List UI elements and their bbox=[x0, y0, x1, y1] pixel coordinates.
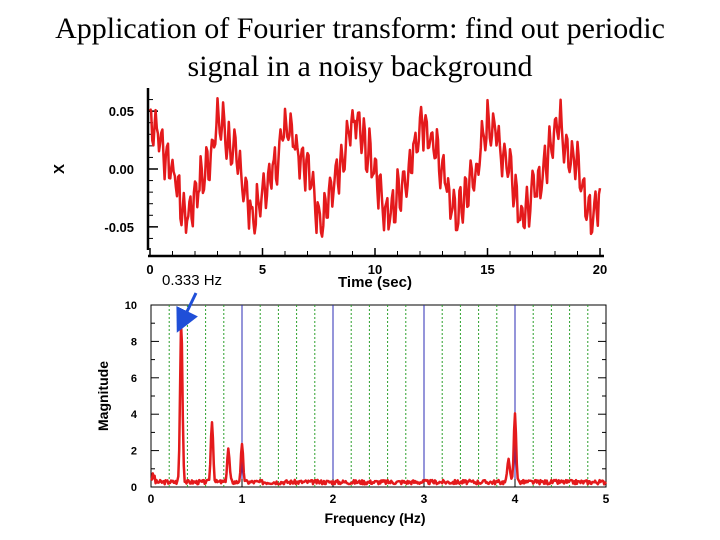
x-tick-label: 5 bbox=[603, 492, 610, 506]
y-tick-label: 0.00 bbox=[109, 162, 134, 177]
x-tick-label: 1 bbox=[239, 492, 246, 506]
x-tick-label: 5 bbox=[259, 262, 266, 277]
y-tick-label: 0 bbox=[131, 482, 137, 494]
page-title: Application of Fourier transform: find o… bbox=[0, 10, 720, 86]
annotation-arrow bbox=[176, 292, 199, 333]
y-tick-label: 10 bbox=[125, 300, 137, 312]
x-tick-label: 0 bbox=[146, 262, 153, 277]
x-tick-label: 20 bbox=[593, 262, 607, 277]
y-tick-label: 6 bbox=[131, 373, 137, 385]
y-axis-label: Magnitude bbox=[95, 361, 111, 431]
x-axis-label: Time (sec) bbox=[338, 274, 412, 291]
x-tick-label: 4 bbox=[512, 492, 519, 506]
x-axis-label: Frequency (Hz) bbox=[324, 510, 425, 526]
y-tick-label: 8 bbox=[131, 336, 137, 348]
frequency-domain-chart: 0 2 4 6 8 10 0 1 2 3 4 5 Frequency (Hz) Magnitude bbox=[95, 300, 610, 526]
x-tick-label: 3 bbox=[421, 492, 428, 506]
y-tick-label: 2 bbox=[131, 446, 137, 458]
y-axis-label: X bbox=[51, 164, 68, 174]
y-tick-label: -0.05 bbox=[104, 220, 134, 235]
plot-frame bbox=[150, 304, 607, 488]
time-domain-chart: 0.05 0.00 -0.05 0 5 10 15 20 Time (sec) X bbox=[51, 88, 607, 291]
spectrum-line bbox=[150, 321, 608, 486]
x-tick-label: 10 bbox=[368, 262, 382, 277]
x-tick-label: 2 bbox=[330, 492, 337, 506]
signal-line bbox=[148, 96, 602, 238]
x-tick-label: 0 bbox=[148, 492, 155, 506]
y-tick-label: 4 bbox=[131, 409, 138, 421]
title-line-1: Application of Fourier transform: find o… bbox=[55, 12, 665, 45]
x-tick-label: 15 bbox=[480, 262, 494, 277]
title-line-2: signal in a noisy background bbox=[187, 50, 533, 83]
frequency-annotation: 0.333 Hz bbox=[162, 272, 223, 289]
y-tick-label: 0.05 bbox=[109, 104, 134, 119]
